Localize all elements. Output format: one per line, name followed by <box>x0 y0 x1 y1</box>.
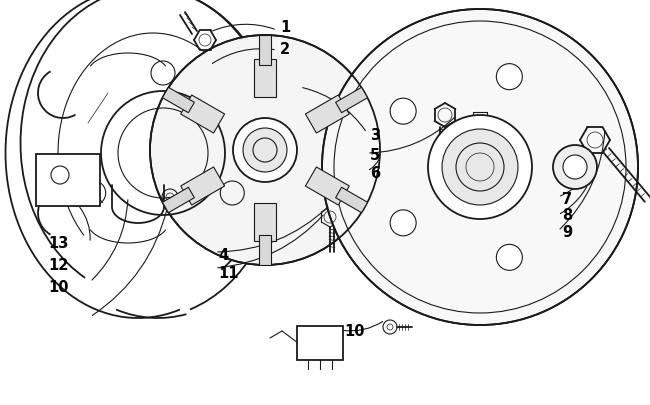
Polygon shape <box>335 88 368 113</box>
Circle shape <box>390 99 416 125</box>
Polygon shape <box>259 36 271 66</box>
Text: 13: 13 <box>48 236 68 251</box>
Circle shape <box>150 36 380 265</box>
Text: 10: 10 <box>344 324 365 339</box>
Circle shape <box>428 116 532 220</box>
Polygon shape <box>162 88 194 113</box>
Polygon shape <box>254 60 276 98</box>
FancyBboxPatch shape <box>36 155 100 207</box>
Text: 7: 7 <box>562 191 572 206</box>
Polygon shape <box>181 96 225 134</box>
Circle shape <box>497 64 523 90</box>
Circle shape <box>322 10 638 325</box>
Polygon shape <box>162 188 194 213</box>
Circle shape <box>442 130 518 205</box>
Text: 9: 9 <box>562 225 572 240</box>
Text: 1: 1 <box>280 20 291 35</box>
Text: 4: 4 <box>218 248 228 263</box>
Circle shape <box>243 129 287 173</box>
Polygon shape <box>259 235 271 265</box>
Text: 5: 5 <box>370 148 380 163</box>
Text: 10: 10 <box>48 280 68 295</box>
Text: 6: 6 <box>370 166 380 181</box>
Text: 12: 12 <box>48 258 68 273</box>
Text: 8: 8 <box>562 208 572 223</box>
Circle shape <box>553 146 597 190</box>
Text: 3: 3 <box>370 128 380 143</box>
Circle shape <box>563 156 587 179</box>
Text: 2: 2 <box>280 41 290 56</box>
Polygon shape <box>254 203 276 241</box>
Text: 11: 11 <box>218 266 239 281</box>
Polygon shape <box>335 188 368 213</box>
Circle shape <box>390 210 416 236</box>
FancyBboxPatch shape <box>297 326 343 360</box>
Circle shape <box>233 119 297 183</box>
Polygon shape <box>181 168 225 205</box>
Circle shape <box>497 245 523 271</box>
Polygon shape <box>306 168 349 205</box>
Circle shape <box>562 155 588 181</box>
Polygon shape <box>306 96 349 134</box>
